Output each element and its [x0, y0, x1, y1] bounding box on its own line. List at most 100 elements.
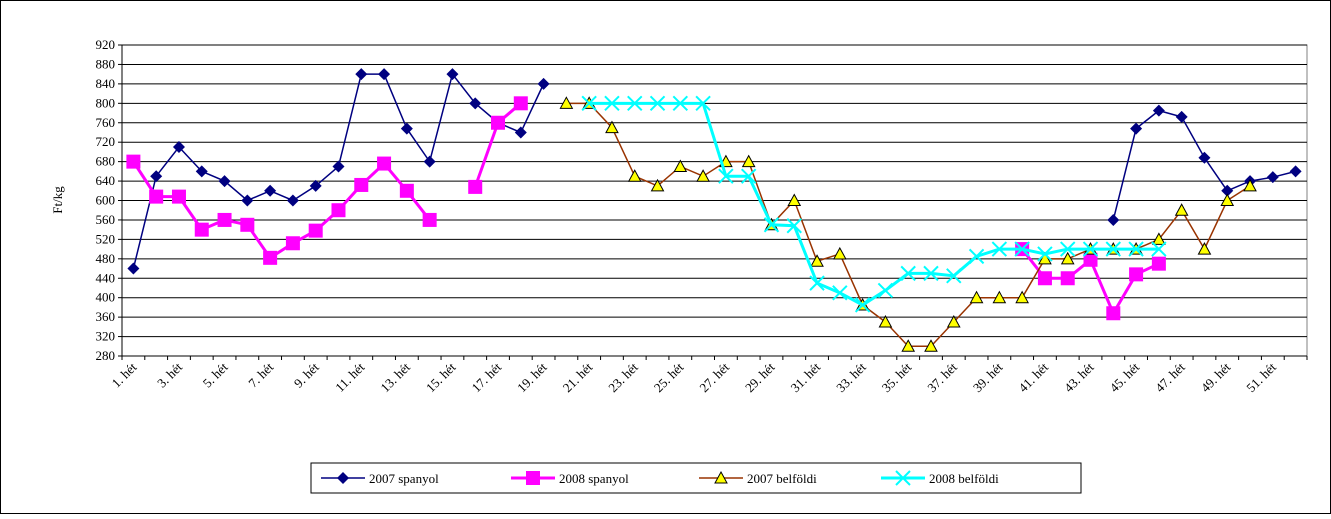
- marker: [1106, 306, 1121, 321]
- marker: [895, 470, 911, 486]
- marker: [968, 248, 985, 265]
- marker: [149, 189, 164, 204]
- marker: [469, 97, 482, 110]
- marker: [1037, 271, 1052, 286]
- marker: [1221, 184, 1234, 197]
- y-tick-label: 360: [96, 309, 116, 324]
- marker: [286, 194, 299, 207]
- marker: [400, 122, 413, 135]
- marker: [741, 154, 756, 168]
- marker: [399, 183, 414, 198]
- marker: [923, 265, 939, 282]
- marker: [285, 236, 300, 251]
- marker: [1152, 104, 1165, 117]
- marker: [264, 184, 277, 197]
- marker: [627, 169, 642, 182]
- legend-label: 2008 spanyol: [559, 471, 629, 486]
- y-tick-label: 400: [96, 290, 116, 305]
- marker: [627, 95, 643, 112]
- marker: [809, 275, 825, 291]
- y-tick-label: 440: [96, 270, 116, 285]
- marker: [1128, 241, 1144, 257]
- marker: [1082, 241, 1099, 257]
- marker: [854, 297, 871, 313]
- marker: [1220, 193, 1235, 206]
- y-tick-label: 560: [96, 212, 116, 227]
- marker: [786, 218, 802, 234]
- marker: [992, 290, 1007, 304]
- marker: [514, 126, 527, 139]
- marker: [650, 178, 665, 192]
- marker: [946, 314, 961, 328]
- marker: [878, 314, 893, 328]
- y-tick-label: 880: [96, 56, 116, 71]
- y-tick-label: 520: [96, 231, 116, 246]
- legend-label: 2007 belföldi: [747, 471, 817, 486]
- marker: [172, 141, 185, 154]
- marker: [332, 160, 345, 173]
- marker: [468, 179, 483, 194]
- marker: [810, 254, 824, 267]
- y-tick-label: 920: [96, 37, 116, 52]
- marker: [218, 175, 231, 188]
- marker: [422, 212, 437, 227]
- marker: [423, 155, 436, 168]
- y-tick-label: 480: [96, 251, 116, 266]
- marker: [263, 250, 278, 265]
- marker: [1083, 252, 1098, 267]
- marker: [969, 290, 984, 304]
- marker: [337, 472, 349, 484]
- marker: [832, 285, 848, 301]
- marker: [126, 154, 141, 169]
- marker: [924, 339, 938, 352]
- marker: [672, 95, 689, 112]
- marker: [217, 212, 232, 227]
- marker: [1105, 241, 1122, 257]
- y-tick-label: 800: [96, 95, 116, 110]
- marker: [718, 168, 734, 184]
- marker: [714, 470, 728, 484]
- marker: [581, 95, 597, 112]
- marker: [491, 115, 506, 130]
- marker: [763, 217, 780, 233]
- marker: [1037, 246, 1053, 262]
- marker: [1198, 151, 1211, 164]
- y-tick-label: 640: [96, 173, 116, 188]
- marker: [991, 241, 1008, 257]
- marker: [1243, 178, 1257, 192]
- marker: [1152, 232, 1166, 245]
- marker: [378, 68, 391, 81]
- marker: [537, 77, 550, 90]
- marker: [1174, 203, 1189, 216]
- marker: [526, 471, 540, 485]
- marker: [1015, 290, 1029, 304]
- marker: [1151, 241, 1167, 257]
- y-tick-label: 280: [96, 348, 116, 363]
- marker: [446, 68, 459, 81]
- legend: [310, 462, 1082, 494]
- marker: [1266, 171, 1279, 184]
- marker: [900, 265, 916, 282]
- marker: [240, 217, 255, 232]
- marker: [1175, 110, 1188, 123]
- marker: [696, 169, 710, 182]
- marker: [787, 193, 802, 206]
- y-axis-title: Ft/kg: [50, 186, 65, 214]
- y-tick-label: 720: [96, 134, 116, 149]
- marker: [331, 203, 346, 218]
- marker: [1129, 267, 1144, 282]
- marker: [1060, 271, 1075, 286]
- marker: [355, 68, 368, 81]
- marker: [171, 189, 186, 204]
- marker: [241, 194, 254, 207]
- marker: [605, 120, 619, 134]
- marker: [604, 95, 620, 112]
- y-tick-label: 600: [96, 193, 116, 208]
- marker: [1197, 242, 1212, 255]
- marker: [946, 268, 962, 284]
- marker: [1130, 122, 1143, 135]
- marker: [309, 179, 322, 192]
- series-line: [589, 101, 1159, 307]
- marker: [559, 96, 574, 109]
